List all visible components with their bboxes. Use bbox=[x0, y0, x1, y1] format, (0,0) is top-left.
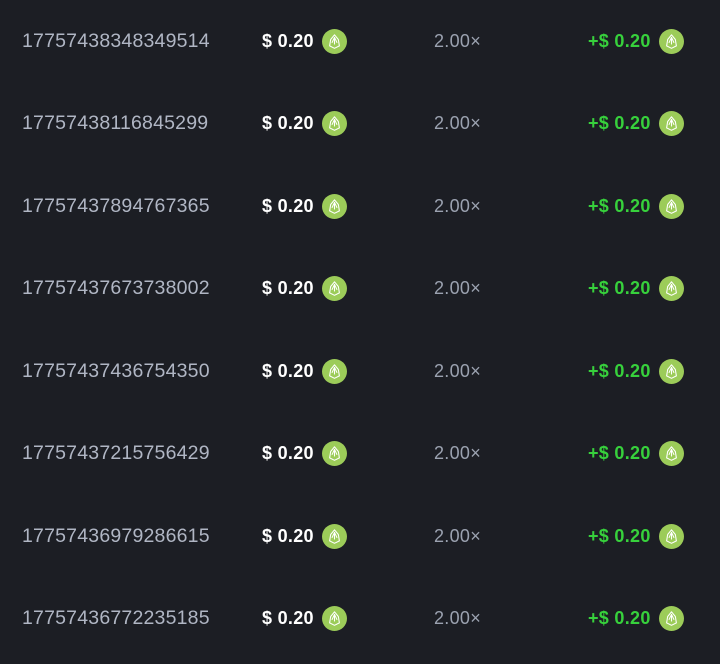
payout-cell: +$ 0.20 bbox=[588, 495, 684, 578]
multiplier-value: 2.00× bbox=[434, 30, 482, 51]
bet-id-value: 1775743677223518​5 bbox=[22, 607, 210, 630]
bet-id-cell[interactable]: 1775743697928661​5 bbox=[22, 495, 212, 578]
eos-token-icon bbox=[321, 441, 347, 467]
bet-history-row[interactable]: 1775743811684529​9 $ 0.20 2.00× +$ 0.20 bbox=[0, 82, 720, 166]
multiplier-cell: 2.00× bbox=[434, 413, 481, 496]
wager-cell: $ 0.20 bbox=[262, 248, 347, 331]
payout-amount: +$ 0.20 bbox=[588, 113, 651, 134]
eos-token-icon bbox=[321, 523, 347, 549]
multiplier-cell: 2.00× bbox=[434, 248, 481, 331]
multiplier-cell: 2.00× bbox=[434, 495, 481, 578]
eos-token-icon bbox=[321, 28, 347, 54]
wager-amount: $ 0.20 bbox=[262, 195, 314, 216]
bet-history-row[interactable]: 1775743834834951​4 $ 0.20 2.00× +$ 0.20 bbox=[0, 0, 720, 83]
bet-history-row[interactable]: 1775743789476736​5 $ 0.20 2.00× +$ 0.20 bbox=[0, 165, 720, 248]
payout-amount: +$ 0.20 bbox=[588, 360, 651, 381]
bet-history-row[interactable]: 1775743743675435​0 $ 0.20 2.00× +$ 0.20 bbox=[0, 330, 720, 413]
wager-amount: $ 0.20 bbox=[262, 443, 314, 464]
wager-cell: $ 0.20 bbox=[262, 165, 347, 248]
bet-id-value: 1775743811684529​9 bbox=[22, 112, 209, 135]
bet-id-cell[interactable]: 1775743767373800​2 bbox=[22, 248, 212, 331]
eos-token-icon bbox=[658, 111, 684, 137]
payout-cell: +$ 0.20 bbox=[588, 0, 684, 83]
multiplier-cell: 2.00× bbox=[434, 0, 481, 83]
bet-id-cell[interactable]: 1775743811684529​9 bbox=[22, 83, 212, 166]
multiplier-value: 2.00× bbox=[434, 525, 482, 546]
eos-token-icon bbox=[321, 358, 347, 384]
wager-cell: $ 0.20 bbox=[262, 413, 347, 496]
eos-token-icon bbox=[658, 523, 684, 549]
payout-amount: +$ 0.20 bbox=[588, 608, 651, 629]
eos-token-icon bbox=[321, 111, 347, 137]
eos-token-icon bbox=[321, 193, 347, 219]
multiplier-cell: 2.00× bbox=[434, 578, 481, 661]
multiplier-cell: 2.00× bbox=[434, 165, 481, 248]
bet-id-cell[interactable]: 1775743789476736​5 bbox=[22, 165, 212, 248]
bet-history-row[interactable]: 1775743721575642​9 $ 0.20 2.00× +$ 0.20 bbox=[0, 412, 720, 496]
payout-cell: +$ 0.20 bbox=[588, 578, 684, 661]
wager-cell: $ 0.20 bbox=[262, 578, 347, 661]
eos-token-icon bbox=[658, 441, 684, 467]
bet-id-value: 1775743743675435​0 bbox=[22, 359, 210, 382]
payout-amount: +$ 0.20 bbox=[588, 30, 651, 51]
eos-token-icon bbox=[658, 276, 684, 302]
multiplier-cell: 2.00× bbox=[434, 330, 481, 413]
bet-id-value: 1775743834834951​4 bbox=[22, 29, 210, 52]
bet-history-row[interactable]: 1775743677223518​5 $ 0.20 2.00× +$ 0.20 bbox=[0, 577, 720, 661]
wager-cell: $ 0.20 bbox=[262, 0, 347, 83]
multiplier-value: 2.00× bbox=[434, 360, 482, 381]
bet-id-cell[interactable]: 1775743721575642​9 bbox=[22, 413, 212, 496]
eos-token-icon bbox=[658, 28, 684, 54]
wager-amount: $ 0.20 bbox=[262, 30, 314, 51]
wager-cell: $ 0.20 bbox=[262, 495, 347, 578]
wager-amount: $ 0.20 bbox=[262, 360, 314, 381]
wager-cell: $ 0.20 bbox=[262, 330, 347, 413]
wager-amount: $ 0.20 bbox=[262, 608, 314, 629]
eos-token-icon bbox=[658, 358, 684, 384]
payout-amount: +$ 0.20 bbox=[588, 195, 651, 216]
eos-token-icon bbox=[321, 606, 347, 632]
multiplier-value: 2.00× bbox=[434, 113, 482, 134]
bet-id-cell[interactable]: 1775743834834951​4 bbox=[22, 0, 212, 83]
bet-id-value: 1775743789476736​5 bbox=[22, 194, 210, 217]
wager-amount: $ 0.20 bbox=[262, 278, 314, 299]
bet-id-cell[interactable]: 1775743677223518​5 bbox=[22, 578, 212, 661]
wager-amount: $ 0.20 bbox=[262, 525, 314, 546]
payout-cell: +$ 0.20 bbox=[588, 413, 684, 496]
payout-cell: +$ 0.20 bbox=[588, 83, 684, 166]
bet-id-value: 1775743767373800​2 bbox=[22, 277, 210, 300]
bet-history-row[interactable]: 1775743697928661​5 $ 0.20 2.00× +$ 0.20 bbox=[0, 495, 720, 578]
eos-token-icon bbox=[658, 193, 684, 219]
wager-amount: $ 0.20 bbox=[262, 113, 314, 134]
bet-history-row[interactable]: 1775743767373800​2 $ 0.20 2.00× +$ 0.20 bbox=[0, 247, 720, 331]
payout-amount: +$ 0.20 bbox=[588, 278, 651, 299]
eos-token-icon bbox=[321, 276, 347, 302]
eos-token-icon bbox=[658, 606, 684, 632]
payout-cell: +$ 0.20 bbox=[588, 165, 684, 248]
bet-id-cell[interactable]: 1775743743675435​0 bbox=[22, 330, 212, 413]
bet-id-value: 1775743721575642​9 bbox=[22, 442, 210, 465]
bet-id-value: 1775743697928661​5 bbox=[22, 524, 210, 547]
multiplier-value: 2.00× bbox=[434, 608, 482, 629]
payout-amount: +$ 0.20 bbox=[588, 525, 651, 546]
multiplier-value: 2.00× bbox=[434, 195, 482, 216]
payout-cell: +$ 0.20 bbox=[588, 248, 684, 331]
multiplier-value: 2.00× bbox=[434, 443, 482, 464]
payout-cell: +$ 0.20 bbox=[588, 330, 684, 413]
multiplier-cell: 2.00× bbox=[434, 83, 481, 166]
wager-cell: $ 0.20 bbox=[262, 83, 347, 166]
payout-amount: +$ 0.20 bbox=[588, 443, 651, 464]
multiplier-value: 2.00× bbox=[434, 278, 482, 299]
